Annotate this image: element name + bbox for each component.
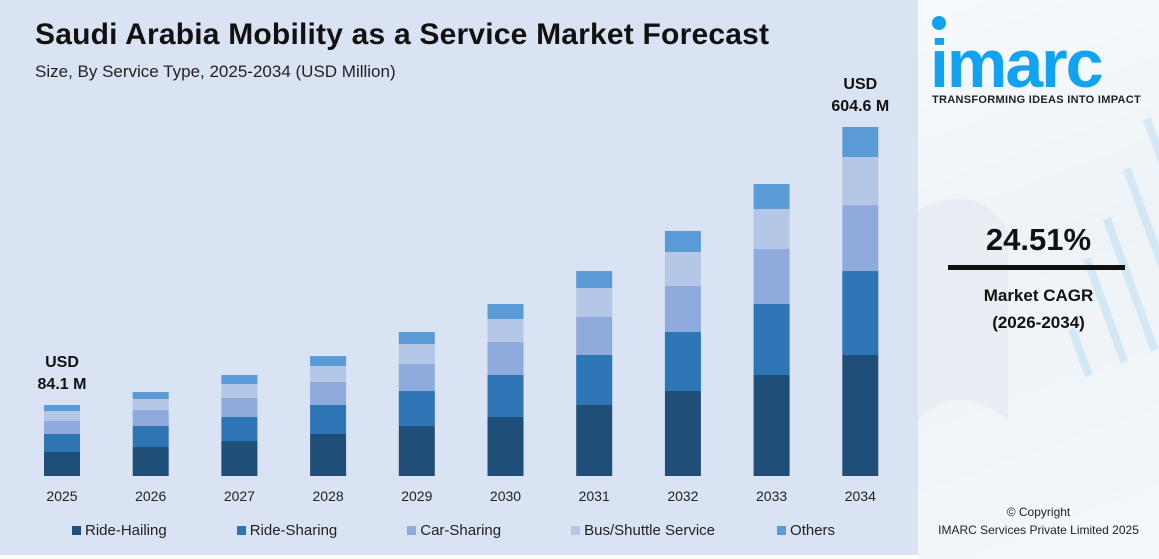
bar-segment-ride-hailing-2029 [398, 426, 435, 476]
legend-swatch [72, 526, 81, 535]
bar-segment-others-2033 [753, 183, 790, 209]
total-value-label: USD [843, 76, 877, 93]
bar-segment-ride-hailing-2034 [842, 355, 879, 476]
bar-segment-others-2031 [576, 271, 613, 289]
legend-label: Ride-Sharing [249, 522, 338, 539]
legend-item: Bus/Shuttle Service [571, 522, 715, 539]
bar-segment-bus-shuttle-service-2029 [398, 344, 435, 365]
total-value-label: 604.6 M [831, 98, 889, 115]
bar-segment-car-sharing-2031 [576, 317, 613, 356]
bar-segment-others-2032 [664, 230, 701, 252]
bar-segment-ride-hailing-2030 [487, 417, 524, 476]
x-tick-label: 2027 [224, 488, 255, 504]
bar-segment-others-2029 [398, 332, 435, 345]
bar-segment-car-sharing-2033 [753, 248, 790, 304]
bar-segment-bus-shuttle-service-2025 [44, 411, 80, 421]
bar-segment-others-2027 [221, 374, 258, 384]
bar-segment-car-sharing-2032 [664, 285, 701, 332]
bar-segment-ride-sharing-2033 [753, 303, 790, 375]
bar-segment-ride-hailing-2031 [576, 404, 613, 476]
bar-segment-ride-sharing-2034 [842, 271, 879, 356]
bar-segment-others-2025 [44, 404, 80, 412]
bar-segment-ride-sharing-2028 [310, 404, 347, 434]
bar-segment-others-2030 [487, 303, 524, 319]
legend-swatch [777, 526, 787, 535]
x-tick-label: 2030 [490, 488, 521, 504]
bar-segment-ride-sharing-2030 [487, 374, 524, 418]
bar-segment-ride-sharing-2031 [576, 355, 613, 405]
bar-segment-ride-hailing-2033 [753, 374, 790, 476]
cagr-label: Market CAGR (2026-2034) [918, 282, 1159, 336]
bar-segment-bus-shuttle-service-2033 [753, 208, 790, 249]
chart-title: Saudi Arabia Mobility as a Service Marke… [35, 18, 770, 51]
legend-item: Car-Sharing [407, 522, 501, 539]
bar-segment-bus-shuttle-service-2030 [487, 318, 524, 342]
legend-label: Bus/Shuttle Service [584, 522, 716, 539]
x-tick-label: 2028 [313, 488, 344, 504]
bar-segment-car-sharing-2030 [487, 341, 524, 375]
bar-segment-ride-hailing-2026 [132, 447, 169, 476]
total-value-label: 84.1 M [38, 376, 87, 393]
brand-panel: imarc TRANSFORMING IDEAS INTO IMPACT 24.… [918, 0, 1159, 559]
imarc-logo: imarc [930, 16, 1104, 94]
total-value-label: USD [45, 354, 79, 371]
bar-segment-ride-sharing-2027 [221, 417, 258, 442]
bar-segment-car-sharing-2029 [398, 364, 435, 392]
legend-label: Car-Sharing [420, 522, 502, 539]
x-tick-label: 2033 [756, 488, 787, 504]
bar-segment-ride-hailing-2025 [44, 451, 80, 476]
bar-segment-ride-hailing-2027 [221, 441, 258, 476]
stacked-bar-chart: 2025 2026 2027 2028 2029 2030 2031 2032 2033 2034… [38, 76, 890, 504]
bar-segment-car-sharing-2028 [310, 382, 347, 405]
logo-text: imarc [930, 26, 1102, 94]
background-chart-decoration [918, 117, 1159, 420]
legend-label: Others [790, 522, 836, 539]
divider [948, 265, 1125, 270]
bar-segment-others-2034 [842, 127, 879, 158]
legend-item: Ride-Hailing [72, 522, 167, 539]
legend-swatch [571, 526, 581, 535]
x-tick-label: 2032 [667, 488, 698, 504]
bar-segment-others-2028 [310, 356, 347, 367]
bar-segment-bus-shuttle-service-2032 [664, 251, 701, 286]
bar-segment-bus-shuttle-service-2034 [842, 157, 879, 206]
cagr-value: 24.51% [985, 222, 1092, 257]
x-tick-label: 2034 [845, 488, 876, 504]
bar-segment-bus-shuttle-service-2028 [310, 366, 347, 383]
legend-item: Others [777, 522, 835, 539]
legend-label: Ride-Hailing [85, 522, 167, 539]
x-tick-label: 2031 [579, 488, 610, 504]
copyright-line-2: IMARC Services Private Limited 2025 [938, 523, 1139, 537]
bar-segment-ride-hailing-2028 [310, 433, 347, 476]
legend-item: Ride-Sharing [236, 522, 338, 539]
bar-segment-car-sharing-2025 [44, 420, 80, 434]
bar-segment-car-sharing-2027 [221, 398, 258, 418]
bar-segment-bus-shuttle-service-2027 [221, 383, 258, 399]
chart-subtitle: Size, By Service Type, 2025-2034 (USD Mi… [35, 62, 396, 81]
bar-segment-bus-shuttle-service-2026 [132, 398, 169, 411]
chart-panel: Saudi Arabia Mobility as a Service Marke… [0, 0, 918, 555]
bar-segment-ride-hailing-2032 [664, 390, 701, 476]
x-tick-label: 2029 [401, 488, 432, 504]
bar-segment-ride-sharing-2026 [132, 426, 169, 448]
copyright-line-1: © Copyright [1006, 505, 1071, 519]
cagr-label-text: Market CAGR [983, 286, 1094, 305]
bar-segment-car-sharing-2034 [842, 205, 879, 272]
bar-segment-ride-sharing-2029 [398, 391, 435, 427]
legend-swatch [407, 526, 417, 535]
bar-segment-car-sharing-2026 [132, 410, 169, 427]
bar-segment-others-2026 [132, 392, 169, 399]
copyright: © Copyright IMARC Services Private Limit… [918, 503, 1159, 539]
legend-swatch [236, 526, 246, 535]
tagline: TRANSFORMING IDEAS INTO IMPACT [932, 94, 1142, 106]
legend: Ride-Hailing Ride-Sharing Car-Sharing Bus/S… [72, 522, 835, 539]
cagr-period: (2026-2034) [992, 313, 1085, 332]
bar-segment-ride-sharing-2032 [664, 331, 701, 391]
bar-segment-bus-shuttle-service-2031 [576, 288, 613, 318]
x-tick-label: 2025 [46, 488, 77, 504]
bar-segment-ride-sharing-2025 [44, 433, 80, 452]
x-tick-label: 2026 [135, 488, 166, 504]
